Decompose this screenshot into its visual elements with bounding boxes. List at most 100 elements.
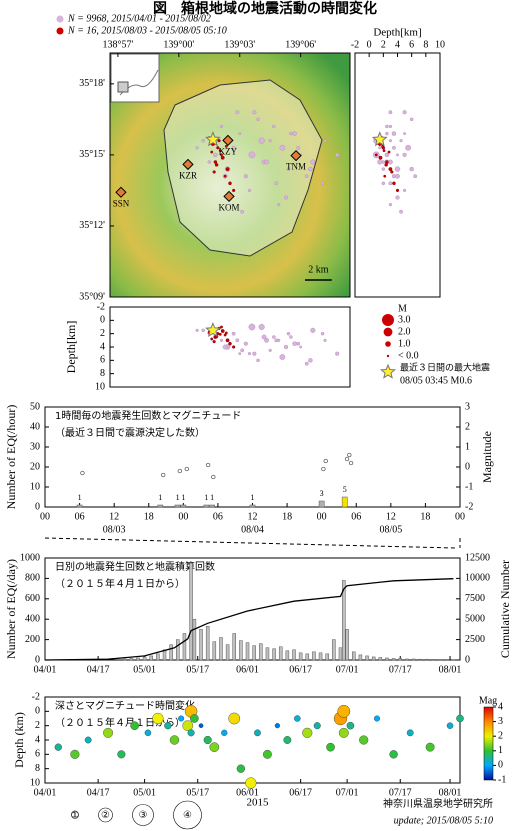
hypocenter (201, 328, 205, 333)
y2-axis-title: Cumulative Number (498, 560, 512, 658)
quake-bubble (198, 723, 204, 729)
bar (225, 644, 230, 661)
y2-tick-label: 3 (465, 401, 470, 412)
hypocenter (381, 181, 386, 186)
x-tick-label: 04/01 (34, 787, 57, 798)
bar (76, 504, 83, 508)
epicenter (289, 131, 293, 136)
quake-bubble (446, 722, 454, 729)
quake-bubble (389, 750, 398, 759)
hypocenter (220, 325, 223, 329)
epicenter (283, 195, 289, 200)
hypocenter (381, 160, 386, 164)
quake-bubble (70, 749, 80, 759)
x-tick-label: 139°06' (285, 39, 316, 50)
hypocenter (261, 334, 267, 340)
hypocenter (219, 338, 224, 342)
hypocenter (382, 149, 386, 153)
x-tick-label: -2 (351, 39, 359, 50)
hypocenter (304, 361, 309, 366)
hypocenter (385, 131, 389, 136)
epicenter (304, 174, 309, 179)
quake-bubble (337, 704, 351, 718)
station (222, 134, 234, 147)
quake-bubble (263, 749, 272, 759)
size-legend-marker (71, 811, 79, 819)
x-tick-label: 12 (248, 511, 258, 522)
epicenter (286, 167, 291, 171)
quake-bubble (187, 729, 195, 737)
epicenter (214, 163, 219, 167)
epicenter (224, 144, 228, 148)
hypocenter (308, 358, 313, 363)
hypocenter (323, 338, 327, 342)
largest-label: 最近３日間の最大地震 (400, 362, 490, 374)
hypocenter (387, 150, 391, 154)
station-label: KOM (219, 202, 240, 212)
x-tick-label: 06 (213, 511, 223, 522)
quake-bubble (236, 764, 246, 773)
x-tick-label: 12 (386, 511, 396, 522)
bar (122, 658, 127, 661)
epicenter (223, 174, 227, 178)
x-tick-label: 05/01 (133, 787, 156, 798)
y2-tick-label: 1 (465, 441, 470, 452)
y-tick-label: 35°15' (79, 149, 105, 160)
station-label: SSN (113, 198, 130, 208)
hypocenter (335, 351, 340, 356)
y-axis-title: Depth[km] (64, 321, 78, 374)
hypocenter (240, 348, 245, 353)
y2-axis-title: Magnitude (480, 431, 494, 483)
hypocenter (210, 337, 214, 341)
hypocenter (391, 131, 397, 136)
hypocenter (381, 144, 385, 148)
epicenter (268, 139, 272, 143)
bar (265, 647, 270, 661)
quake-bubble (425, 742, 435, 752)
y2-tick-label: 10000 (465, 573, 490, 584)
hypocenter (395, 188, 400, 193)
caldera-rim (163, 79, 323, 257)
annotation: （２０１５年４月１日から） (55, 577, 185, 590)
hypocenter (413, 174, 418, 179)
quake-bubble (117, 750, 126, 759)
epicenter (228, 181, 232, 186)
x-tick-label: 18 (282, 511, 292, 522)
inset-map (110, 53, 160, 103)
hypocenter (235, 338, 240, 343)
mag-legend-label: < 0.0 (398, 350, 419, 361)
hypocenter (228, 341, 232, 346)
bar (219, 637, 223, 661)
size-legend-label: ④ (183, 810, 192, 821)
magnitude-point (347, 452, 352, 458)
hypocenter (220, 329, 225, 333)
epicenter (248, 151, 256, 159)
bar (169, 644, 173, 661)
x-tick-label: 05/01 (133, 664, 156, 675)
hypocenter (232, 345, 236, 349)
station (223, 190, 235, 203)
y-axis-title: Number of EQ(/hour) (4, 405, 18, 510)
hypocenter (402, 188, 407, 193)
x-axis-title: 2015 (247, 797, 270, 809)
y-tick-label: 8 (100, 368, 105, 379)
bar (398, 658, 402, 661)
bar (405, 658, 409, 661)
bar (209, 504, 215, 508)
epicenter (274, 181, 279, 186)
colorbar-label: 3 (498, 716, 503, 727)
bar (318, 652, 323, 661)
hypocenter (247, 352, 252, 356)
colorbar-label: 4 (498, 701, 503, 712)
bar (438, 659, 442, 661)
bar (205, 626, 210, 661)
inset-area (117, 81, 129, 93)
bar (174, 504, 181, 508)
hypocenter (384, 163, 388, 167)
hypocenter (388, 139, 393, 143)
y2-tick-label: -2 (465, 501, 473, 512)
quake-bubble (209, 742, 220, 752)
y2-tick-label: 0 (465, 461, 470, 472)
hypocenter (256, 358, 260, 363)
